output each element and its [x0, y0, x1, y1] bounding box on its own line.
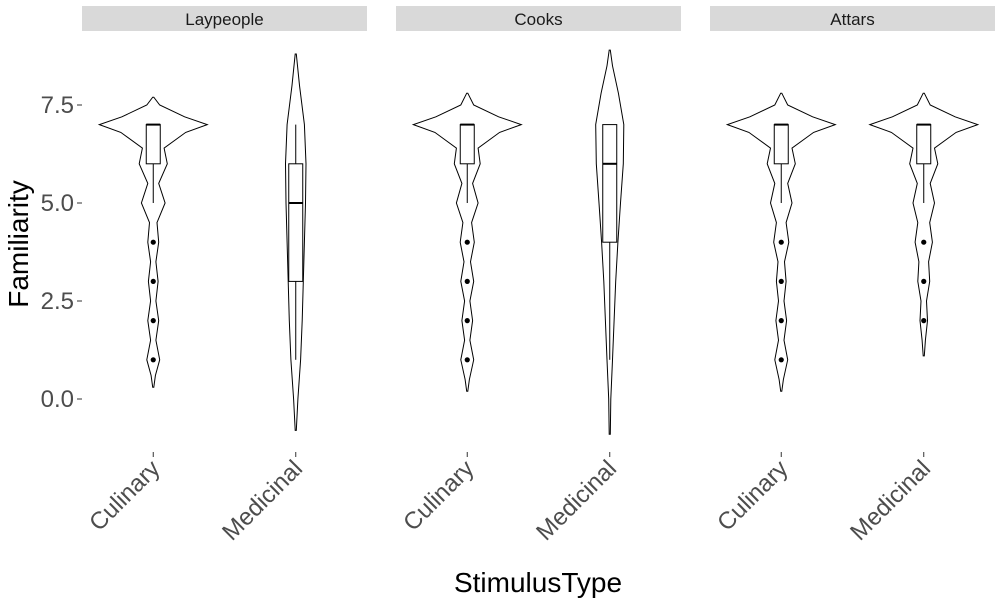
- y-tick-label: 2.5: [41, 288, 74, 315]
- outlier-point: [778, 239, 784, 245]
- facet-strip-label: Cooks: [514, 10, 562, 29]
- facet-strip-label: Attars: [830, 10, 874, 29]
- x-tick-label: Culinary: [712, 455, 793, 536]
- outlier-point: [778, 357, 784, 363]
- facet-panels: Laypeople Culinary Medicinal Cooks Culinary M…: [82, 6, 995, 546]
- x-tick-label: Culinary: [84, 455, 165, 536]
- violin-group: Medicinal: [845, 92, 980, 546]
- outlier-point: [150, 278, 156, 284]
- outlier-point: [150, 357, 156, 363]
- outlier-point: [921, 239, 927, 245]
- outlier-point: [464, 357, 470, 363]
- box-iqr: [145, 124, 161, 165]
- box-iqr: [602, 124, 618, 243]
- outlier-point: [150, 239, 156, 245]
- outlier-point: [778, 318, 784, 324]
- outlier-point: [921, 278, 927, 284]
- facet-strip: [710, 6, 995, 31]
- violin-group: Medicinal: [217, 53, 308, 546]
- x-tick-label: Medicinal: [217, 455, 308, 546]
- outlier-point: [150, 318, 156, 324]
- violin-group: Medicinal: [531, 49, 625, 546]
- outlier-point: [464, 278, 470, 284]
- violin-shape: [411, 92, 523, 392]
- y-tick-label: 5.0: [41, 190, 74, 217]
- facet-strip-label: Laypeople: [185, 10, 263, 29]
- facet-panel: Laypeople Culinary Medicinal: [82, 6, 367, 546]
- outlier-point: [464, 318, 470, 324]
- outlier-point: [464, 239, 470, 245]
- y-tick-label: 0.0: [41, 386, 74, 413]
- facet-strip: [396, 6, 681, 31]
- box-iqr: [288, 163, 304, 282]
- x-tick-label: Culinary: [398, 455, 479, 536]
- violin-shape: [595, 49, 625, 435]
- violin-shape: [868, 92, 980, 357]
- facet-panel: Attars Culinary Medicinal: [710, 6, 995, 546]
- y-axis-title: Familiarity: [3, 180, 34, 308]
- violin-shape: [725, 92, 837, 392]
- violin-shape: [284, 53, 307, 431]
- y-axis: 0.0 2.5 5.0 7.5: [41, 92, 82, 413]
- violin-shape: [97, 96, 209, 388]
- box-iqr: [459, 124, 475, 165]
- outlier-point: [778, 278, 784, 284]
- violin-group: Culinary: [712, 92, 837, 536]
- violin-group: Culinary: [398, 92, 523, 536]
- x-axis-title: StimulusType: [454, 567, 622, 598]
- box-iqr: [773, 124, 789, 165]
- y-tick-label: 7.5: [41, 92, 74, 119]
- x-tick-label: Medicinal: [531, 455, 622, 546]
- x-tick-label: Medicinal: [845, 455, 936, 546]
- violin-group: Culinary: [84, 96, 209, 536]
- facet-strip: [82, 6, 367, 31]
- facet-panel: Cooks Culinary Medicinal: [396, 6, 681, 546]
- box-iqr: [916, 124, 932, 165]
- outlier-point: [921, 318, 927, 324]
